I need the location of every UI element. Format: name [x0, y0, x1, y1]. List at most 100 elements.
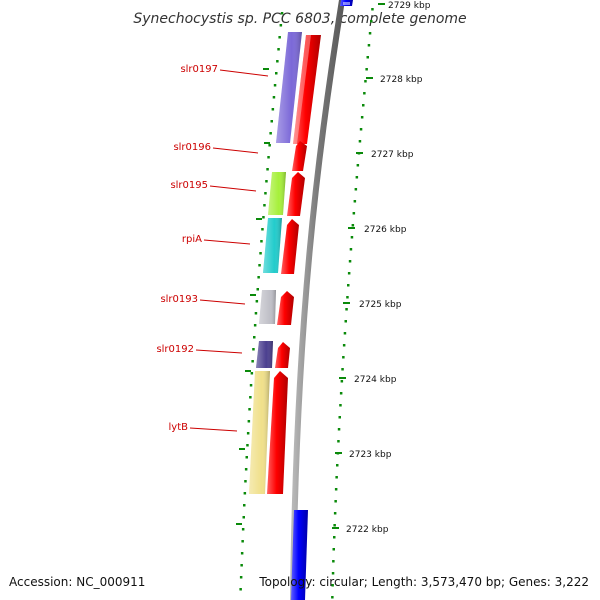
leader-line: [212, 147, 259, 154]
gc-dot: [364, 80, 367, 83]
cds-slr0195[interactable]: [287, 172, 305, 216]
gc-dot: [349, 248, 353, 251]
gene-label-slr0195[interactable]: slr0195: [170, 180, 208, 191]
ruler-tick: [366, 77, 373, 79]
gc-dot: [335, 476, 338, 479]
gene-label-rpiA[interactable]: rpiA: [182, 234, 202, 245]
gc-dot: [362, 104, 365, 107]
ruler-tick: [332, 527, 339, 529]
gc-dot: [240, 552, 244, 555]
leader-line: [209, 185, 257, 192]
inner-ticks: [236, 68, 270, 525]
gc-dot: [342, 356, 345, 359]
gc-dot: [338, 416, 341, 419]
gc-dot: [259, 252, 262, 255]
ruler-tick-label: 2725 kbp: [359, 300, 402, 310]
gc-dot: [366, 56, 369, 59]
ruler-tick-label: 2724 kbp: [354, 375, 397, 385]
gc-dot: [370, 20, 373, 23]
gene-track: [249, 32, 302, 494]
gc-dot: [248, 408, 251, 411]
ruler-tick: [378, 3, 385, 5]
gc-dot: [250, 372, 254, 375]
gc-dot: [342, 344, 346, 347]
gc-dot: [359, 128, 363, 131]
gc-dot: [264, 192, 267, 195]
gc-dot: [256, 288, 259, 291]
ruler-tick: [356, 152, 363, 154]
gc-dot: [277, 48, 280, 51]
cds-slr0197[interactable]: [293, 35, 321, 144]
gc-dot: [266, 168, 269, 171]
gene-label-lytB[interactable]: lytB: [169, 422, 189, 433]
gc-dot: [244, 468, 248, 471]
gc-dot: [360, 116, 364, 119]
gc-dot: [267, 156, 270, 159]
gc-dot: [280, 12, 284, 15]
gc-dot: [331, 584, 334, 587]
gc-dot: [265, 180, 268, 183]
gc-dot: [249, 396, 252, 399]
gc-dot: [239, 588, 242, 591]
gc-dot: [353, 200, 357, 203]
ruler-tick-label: 2728 kbp: [380, 75, 423, 85]
gc-dot: [278, 36, 281, 39]
cds-slr0196[interactable]: [292, 141, 307, 171]
gene-labels: slr0197 slr0196 slr0195 rpiA slr0193 slr…: [156, 64, 269, 433]
gc-dot: [262, 216, 265, 219]
gc-dot: [276, 60, 279, 63]
cds-slr0193[interactable]: [277, 291, 294, 325]
gene-label-slr0193[interactable]: slr0193: [160, 294, 198, 305]
gc-dot: [337, 428, 341, 431]
blue-feature-bottom[interactable]: [291, 510, 308, 600]
ruler-tick-label: 2722 kbp: [346, 525, 389, 535]
gc-dot: [350, 236, 354, 239]
leader-line: [189, 427, 238, 432]
cds-slr0192[interactable]: [275, 342, 290, 368]
gene-label-slr0192[interactable]: slr0192: [156, 344, 194, 355]
gc-dot: [263, 204, 266, 207]
gc-dot: [332, 548, 335, 551]
cds-rpiA[interactable]: [281, 219, 299, 274]
ruler-tick: [335, 452, 342, 454]
gc-dot: [351, 224, 355, 227]
leader-line: [219, 69, 269, 77]
leader-line: [199, 299, 246, 305]
gc-dot: [339, 392, 343, 395]
gc-dot: [344, 320, 347, 323]
gc-dot: [341, 368, 344, 371]
gene-label-slr0196[interactable]: slr0196: [173, 142, 211, 153]
gc-dot: [254, 312, 258, 315]
gc-dot: [273, 84, 277, 87]
gc-dot: [245, 456, 248, 459]
ruler-tick: [339, 377, 346, 379]
gc-dot: [355, 176, 359, 179]
gc-dot: [243, 504, 246, 507]
gc-dot: [239, 576, 243, 579]
gc-dot: [240, 564, 243, 567]
gc-dot: [363, 92, 366, 95]
gc-dot: [270, 120, 273, 123]
gc-dot: [246, 432, 250, 435]
gc-dot: [243, 492, 247, 495]
accession-text: Accession: NC_000911: [9, 575, 145, 589]
gc-dot: [347, 284, 350, 287]
gc-dot: [340, 380, 344, 383]
gc-dot: [354, 188, 358, 191]
cds-lytB[interactable]: [267, 371, 288, 494]
ruler-tick-label: 2727 kbp: [371, 150, 414, 160]
gc-dot: [358, 140, 362, 143]
gc-dot: [368, 32, 372, 35]
gc-dot: [333, 536, 336, 539]
gc-dot: [246, 444, 249, 447]
gene-label-slr0197[interactable]: slr0197: [180, 64, 218, 75]
gc-dot: [252, 348, 255, 351]
gc-dot: [269, 132, 272, 135]
gc-dot: [241, 528, 245, 531]
gc-dot: [258, 264, 261, 267]
gc-dot: [268, 144, 271, 147]
gc-dot: [356, 164, 360, 167]
gc-dot: [332, 560, 335, 563]
